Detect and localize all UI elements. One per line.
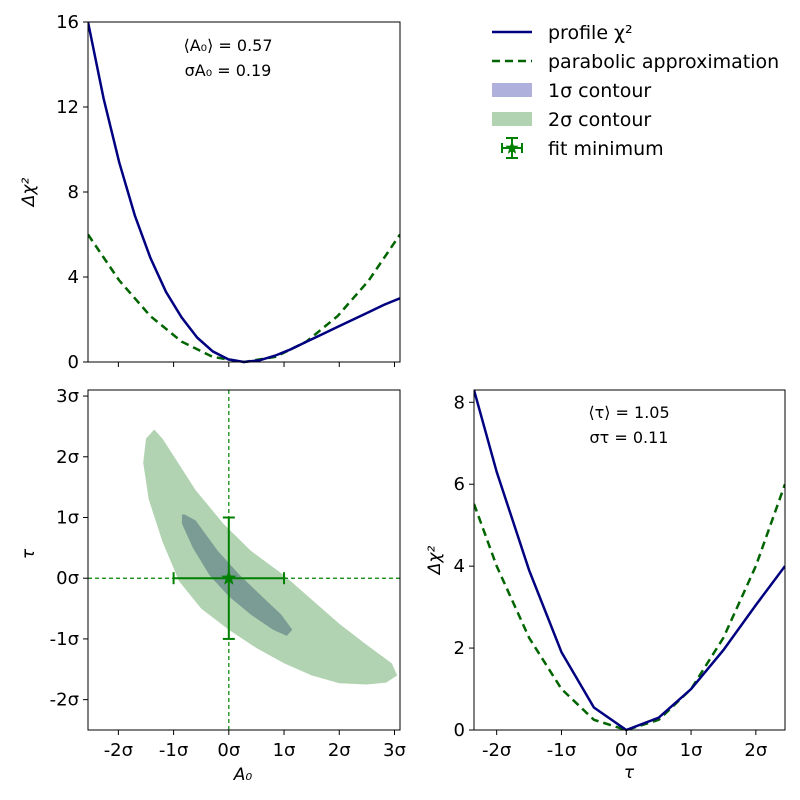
- legend-item-two_sigma: 2σ contour: [492, 109, 651, 131]
- a0-ytick-label: 0: [68, 352, 79, 373]
- contour-plot-area: [88, 390, 400, 730]
- tau-xtick-label: 1σ: [680, 740, 703, 761]
- contour-xtick-label: -1σ: [159, 740, 188, 761]
- legend-swatch-star: [505, 141, 519, 154]
- contour-2sigma-region: [143, 429, 398, 685]
- legend-item-profile: profile χ²: [492, 22, 633, 44]
- contour-ytick-label: 3σ: [56, 386, 79, 407]
- contour-axes-frame: [87, 389, 401, 731]
- legend-label: 1σ contour: [548, 80, 651, 102]
- a0-ytick-label: 12: [56, 97, 79, 118]
- tau-parabolic-line: [474, 483, 785, 732]
- fit-minimum-marker: [172, 516, 286, 640]
- contour-ytick-label: 1σ: [56, 508, 79, 529]
- legend-swatch: [492, 83, 532, 97]
- a0-ytick-label: 16: [56, 12, 79, 33]
- legend-label: parabolic approximation: [548, 51, 779, 73]
- tau-xtick-label: -2σ: [482, 740, 511, 761]
- contour-ytick-label: 0σ: [56, 568, 79, 589]
- tau-ytick-label: 2: [454, 638, 465, 659]
- tau-mean-annotation: ⟨τ⟩ = 1.05: [588, 403, 669, 422]
- panel-contour: -2σ -1σ 0σ 1σ 2σ 3σ -2σ -1σ 0σ 1σ 2σ 3σ A₀ τ: [19, 386, 406, 785]
- tau-xtick-label: 0σ: [615, 740, 638, 761]
- a0-ylabel: Δχ²: [19, 178, 39, 209]
- tau-sigma-annotation: στ = 0.11: [590, 428, 669, 447]
- a0-sigma-annotation: σA₀ = 0.19: [185, 61, 272, 80]
- a0-ytick-label: 4: [68, 267, 79, 288]
- contour-ytick-label: 2σ: [56, 447, 79, 468]
- contour-ytick-label: -2σ: [50, 690, 79, 711]
- tau-ytick-label: 6: [454, 474, 465, 495]
- tau-xtick-label: 2σ: [744, 740, 767, 761]
- tau-ticks: -2σ -1σ 0σ 1σ 2σ 0 2 4 6 8: [454, 392, 768, 761]
- a0-mean-annotation: ⟨A₀⟩ = 0.57: [183, 36, 272, 55]
- tau-ytick-label: 4: [454, 556, 465, 577]
- tau-axes-frame: [473, 389, 786, 731]
- contour-xtick-label: -2σ: [104, 740, 133, 761]
- contour-xtick-label: 1σ: [273, 740, 296, 761]
- fit-minimum-star: [221, 570, 237, 585]
- contour-xtick-label: 2σ: [328, 740, 351, 761]
- legend-item-parabolic: parabolic approximation: [492, 51, 779, 73]
- legend-label: fit minimum: [548, 138, 664, 160]
- tau-ylabel: Δχ²: [425, 546, 445, 577]
- contour-ylabel: τ: [19, 548, 39, 559]
- contour-regions: [88, 390, 400, 730]
- contour-xlabel: A₀: [233, 765, 253, 785]
- tau-ytick-label: 0: [454, 720, 465, 741]
- legend-item-fit_min: fit minimum: [501, 137, 664, 160]
- contour-ytick-label: -1σ: [50, 629, 79, 650]
- a0-ytick-label: 8: [68, 182, 79, 203]
- contour-ticks: -2σ -1σ 0σ 1σ 2σ 3σ -2σ -1σ 0σ 1σ 2σ 3σ: [50, 386, 406, 761]
- tau-xlabel: τ: [624, 763, 635, 783]
- contour-xtick-label: 3σ: [383, 740, 406, 761]
- contour-1sigma-region: [181, 514, 293, 636]
- legend: profile χ² parabolic approximation 1σ cont…: [492, 22, 779, 160]
- a0-ticks: 0 4 8 12 16: [56, 12, 395, 373]
- contour-xtick-label: 0σ: [217, 740, 240, 761]
- legend-label: 2σ contour: [548, 109, 651, 131]
- panel-tau-profile: -2σ -1σ 0σ 1σ 2σ 0 2 4 6 8 ⟨τ⟩ = 1.05 στ = 0.11 τ…: [425, 389, 786, 783]
- legend-swatch: [492, 112, 532, 126]
- tau-xtick-label: -1σ: [547, 740, 576, 761]
- legend-label: profile χ²: [548, 22, 633, 44]
- legend-item-one_sigma: 1σ contour: [492, 80, 651, 102]
- tau-ytick-label: 8: [454, 392, 465, 413]
- a0-parabolic-line: [88, 233, 400, 364]
- panel-a0-profile: 0 4 8 12 16 ⟨A₀⟩ = 0.57 σA₀ = 0.19 Δχ²: [19, 12, 401, 373]
